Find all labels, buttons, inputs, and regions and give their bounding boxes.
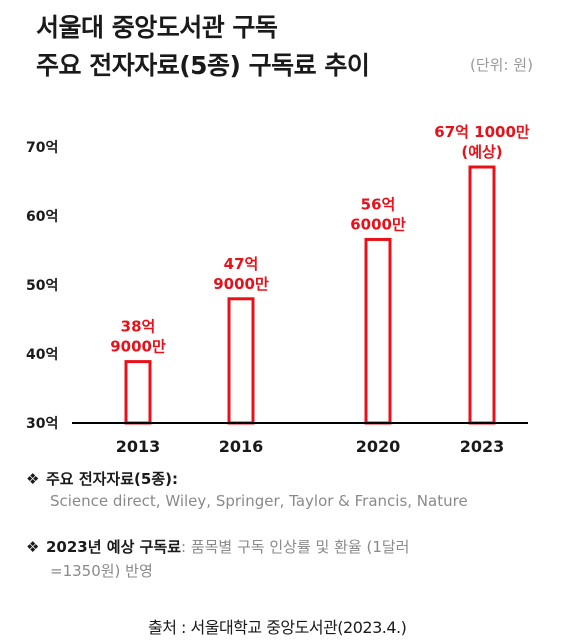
note-main-resources: ❖ 주요 전자자료(5종): Science direct, Wiley, Spr… <box>26 468 468 510</box>
source-citation: 출처 : 서울대학교 중앙도서관(2023.4.) <box>148 618 407 637</box>
data-label: 38억 <box>121 318 156 336</box>
bar-2016 <box>227 297 255 425</box>
y-tick-label: 50억 <box>26 278 58 294</box>
y-tick-label: 70억 <box>26 140 58 156</box>
x-tick-label: 2016 <box>219 437 264 456</box>
data-label: 6000만 <box>350 215 406 233</box>
data-label: 67억 1000만 <box>434 123 530 141</box>
note-body: Science direct, Wiley, Springer, Taylor … <box>50 492 468 510</box>
x-tick-label: 2013 <box>116 437 161 456</box>
data-label: 56억 <box>361 195 396 213</box>
chart-title-line2: 주요 전자자료(5종) 구독료 추이 <box>36 51 370 80</box>
diamond-bullet-icon: ❖ <box>26 538 40 556</box>
data-label: (예상) <box>461 143 502 161</box>
y-tick-label: 60억 <box>26 209 58 225</box>
diamond-bullet-icon: ❖ <box>26 470 40 488</box>
data-label: 9000만 <box>110 338 166 356</box>
note-separator: : <box>181 538 191 556</box>
note-2023-estimate: ❖ 2023년 예상 구독료: 품목별 구독 인상률 및 환율 (1달러 =135… <box>26 536 409 581</box>
bar-2013 <box>124 360 152 425</box>
bar-chart: 30억 40억 50억 60억 70억 38억 9000만 2013 47억 9000만 2016 5… <box>26 123 530 456</box>
note-body-continued: =1350원) 반영 <box>50 562 153 580</box>
note-head: 주요 전자자료(5종): <box>46 470 178 488</box>
note-head: 2023년 예상 구독료 <box>46 538 181 556</box>
x-tick-label: 2023 <box>460 437 505 456</box>
y-tick-label: 40억 <box>26 347 58 363</box>
x-tick-label: 2020 <box>356 437 401 456</box>
bar-2020 <box>364 237 392 425</box>
chart-title-line1: 서울대 중앙도서관 구독 <box>36 13 278 42</box>
data-label: 47억 <box>224 255 259 273</box>
bar-2023 <box>468 165 496 425</box>
data-label: 9000만 <box>213 275 269 293</box>
y-tick-label: 30억 <box>26 416 58 432</box>
note-body: 품목별 구독 인상률 및 환율 (1달러 <box>190 538 410 556</box>
unit-label: (단위: 원) <box>470 56 533 74</box>
